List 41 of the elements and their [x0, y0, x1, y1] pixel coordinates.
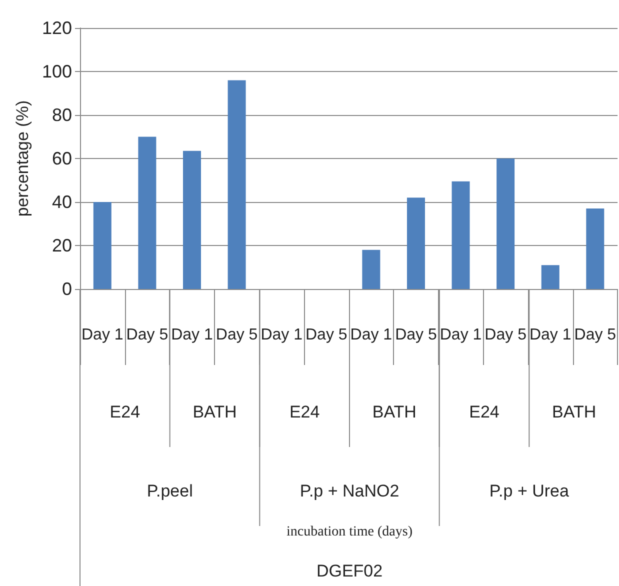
x-tick-label: Day 5 [216, 326, 258, 344]
text: DGEF02 [316, 562, 383, 580]
text: BATH [192, 402, 237, 422]
text: BATH [552, 402, 596, 422]
bar [496, 158, 515, 289]
text: E24 [289, 402, 320, 422]
y-tick-label: 80 [52, 105, 72, 125]
text: E24 [110, 402, 140, 422]
y-tick-label: 0 [62, 279, 72, 299]
text: P.p + Urea [489, 482, 570, 500]
bar [93, 202, 112, 289]
x-tick-label: Day 5 [126, 326, 168, 344]
bar [228, 80, 246, 289]
text: E24 [469, 402, 500, 422]
y-tick-label: 20 [52, 236, 72, 256]
bar [138, 136, 156, 289]
bar [406, 198, 425, 289]
y-tick-label: 40 [52, 192, 72, 212]
text: P.peel [146, 482, 193, 500]
x-tick-label: Day 1 [350, 326, 392, 344]
x-tick-label: Day 1 [260, 326, 303, 344]
bar [586, 208, 604, 289]
y-axis-title: percentage (%) [13, 100, 32, 217]
x-tick-label: Day 1 [440, 326, 482, 344]
y-tick-label: 120 [42, 18, 72, 38]
x-tick-label: Day 5 [305, 326, 348, 344]
bar [362, 250, 380, 289]
y-tick-label: 100 [42, 62, 72, 82]
x-tick-label: Day 5 [484, 326, 527, 344]
x-tick-label: Day 1 [171, 326, 213, 344]
x-tick-label: Day 5 [574, 326, 616, 344]
x-tick-label: Day 5 [395, 326, 437, 344]
bar [182, 150, 201, 289]
text: incubation time (days) [286, 524, 413, 540]
x-tick-label: Day 1 [529, 326, 572, 344]
bar [541, 265, 560, 289]
bar [452, 181, 470, 289]
text: BATH [372, 402, 416, 422]
text: P.p + NaNO2 [300, 482, 400, 500]
y-tick-label: 60 [52, 148, 72, 168]
x-tick-label: Day 1 [82, 326, 124, 344]
